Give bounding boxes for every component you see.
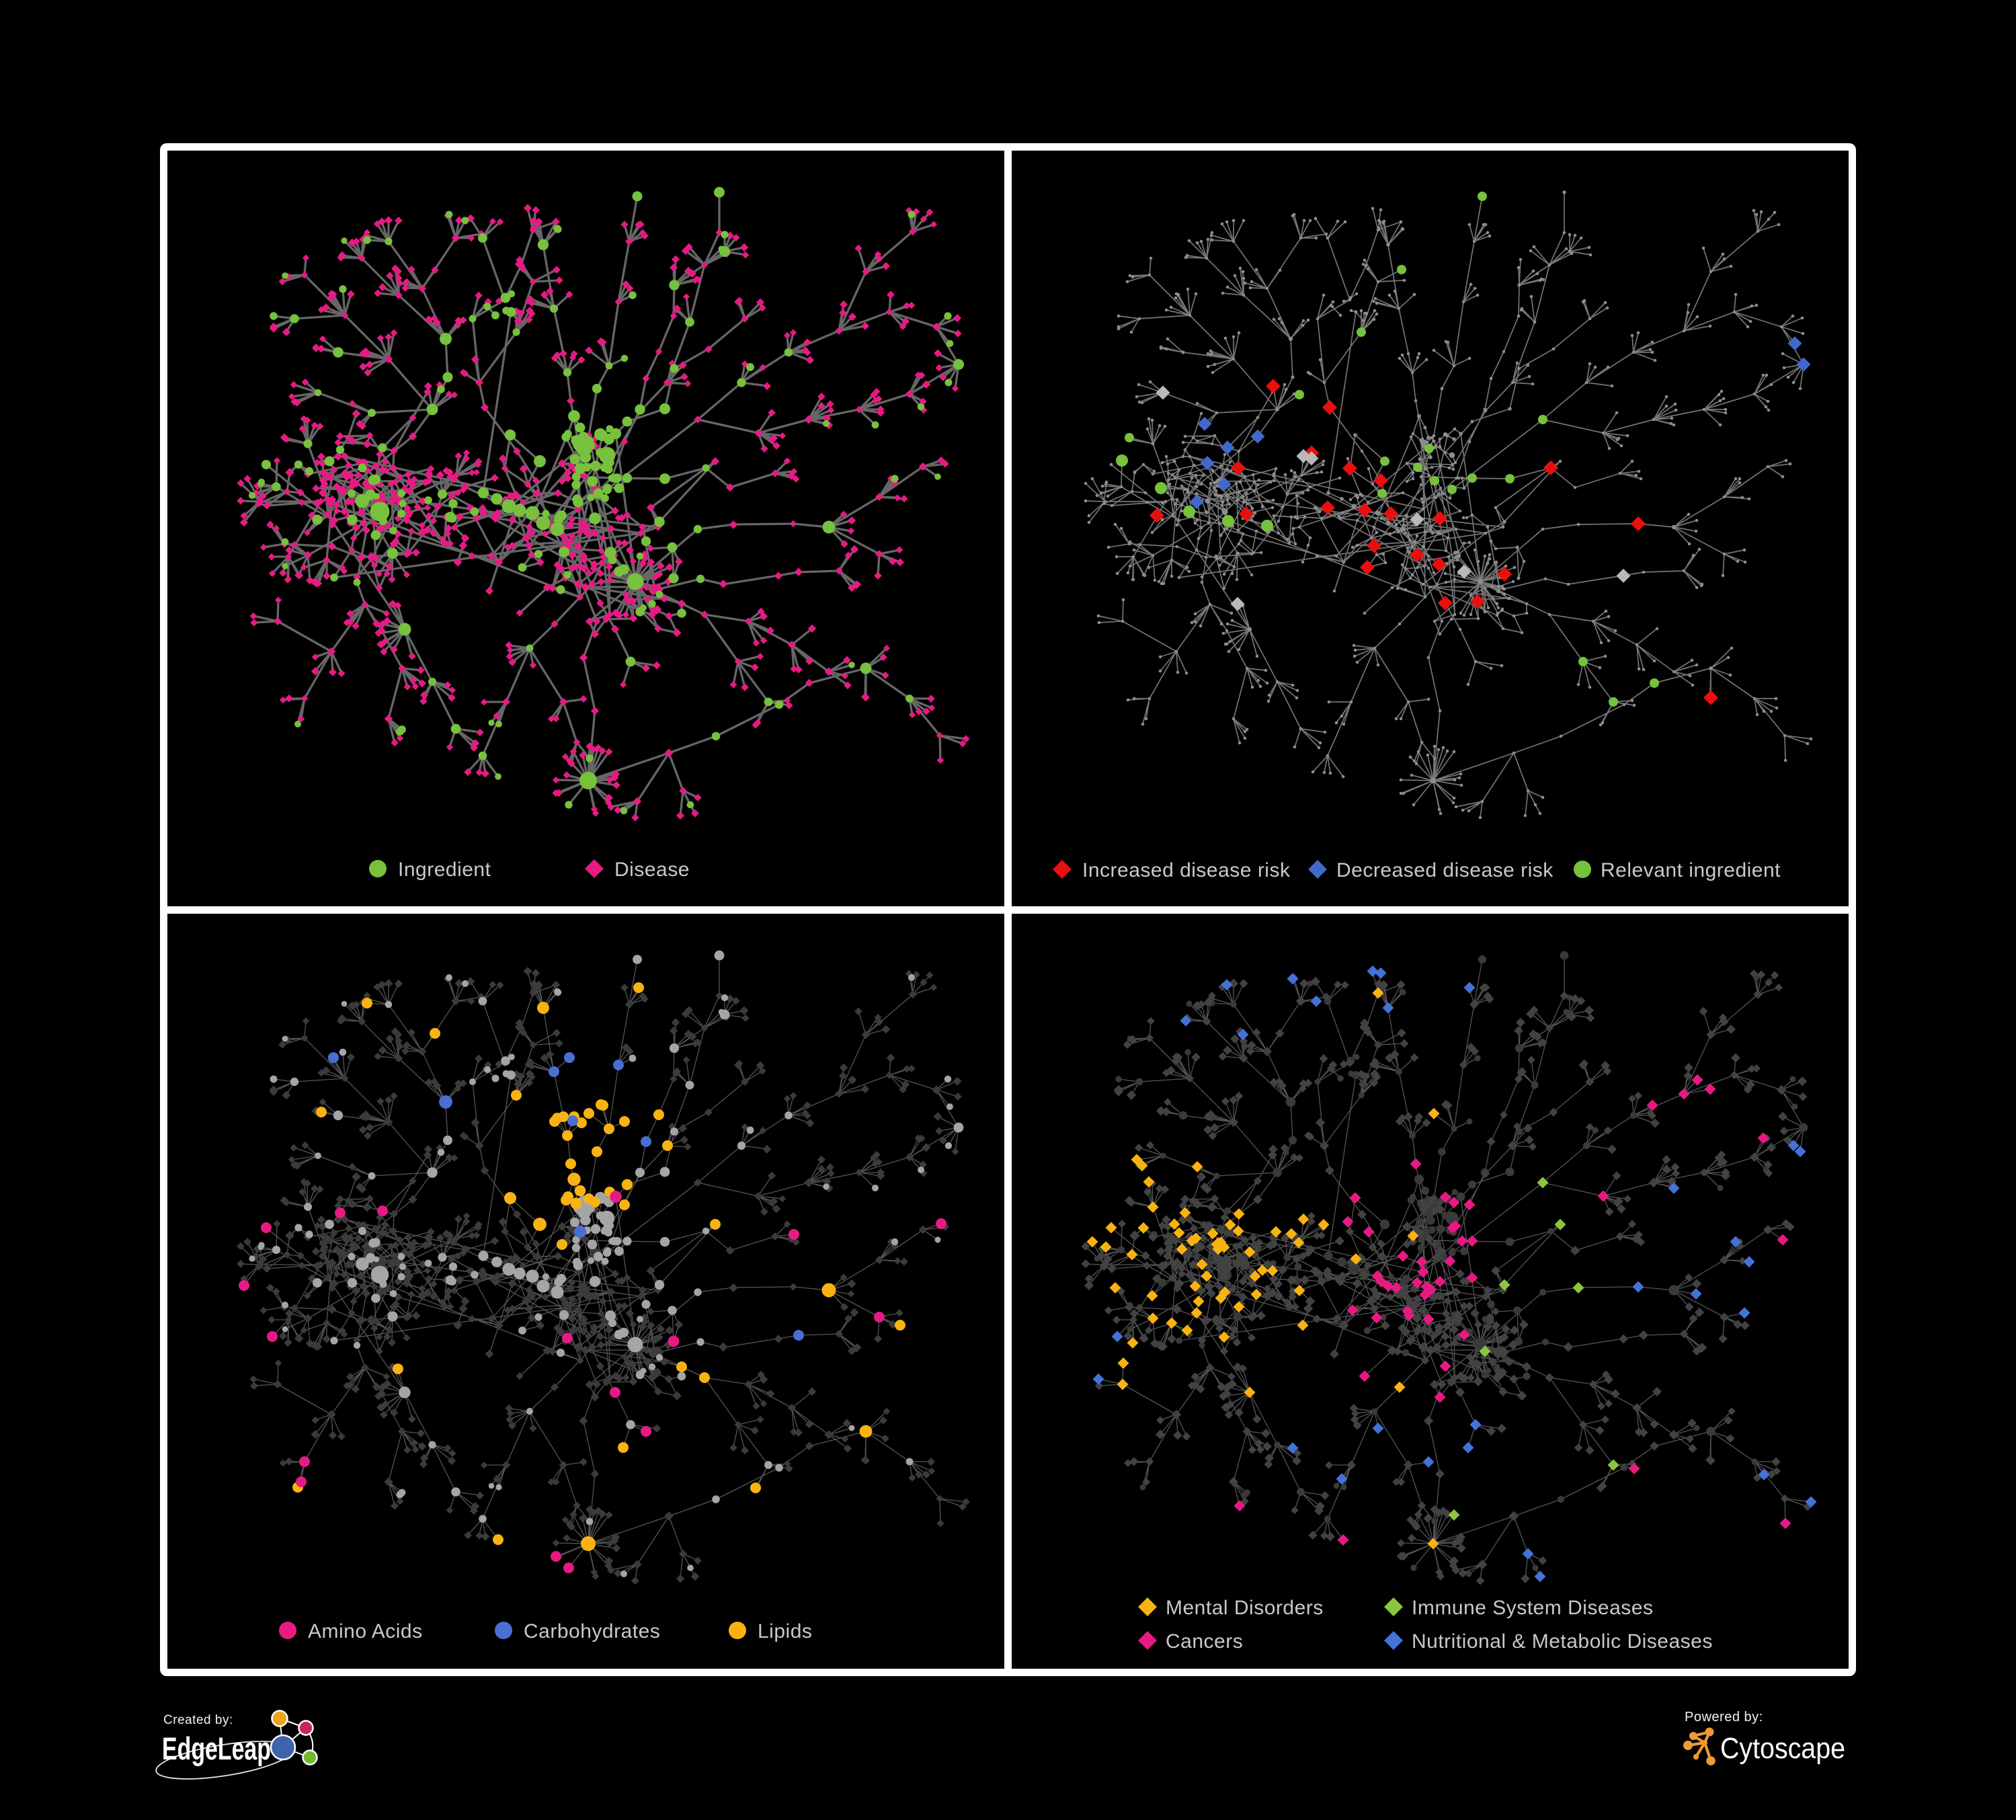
svg-text:Carbohydrates: Carbohydrates bbox=[524, 1620, 660, 1643]
svg-text:Created by:: Created by: bbox=[163, 1713, 233, 1727]
svg-text:Immune System Diseases: Immune System Diseases bbox=[1412, 1597, 1653, 1619]
svg-text:Powered by:: Powered by: bbox=[1685, 1710, 1763, 1725]
svg-text:Increased disease risk: Increased disease risk bbox=[1082, 859, 1291, 881]
svg-text:Nutritional & Metabolic Diseas: Nutritional & Metabolic Diseases bbox=[1412, 1630, 1713, 1653]
svg-text:Ingredient: Ingredient bbox=[398, 859, 491, 881]
svg-text:Disease: Disease bbox=[614, 859, 690, 881]
svg-text:Mental Disorders: Mental Disorders bbox=[1166, 1597, 1324, 1619]
svg-text:Decreased disease risk: Decreased disease risk bbox=[1336, 859, 1554, 881]
svg-text:Cytoscape: Cytoscape bbox=[1720, 1732, 1845, 1765]
svg-text:Cancers: Cancers bbox=[1166, 1630, 1243, 1653]
svg-text:Relevant ingredient: Relevant ingredient bbox=[1601, 859, 1781, 881]
svg-text:EdgeLeap: EdgeLeap bbox=[162, 1731, 271, 1766]
svg-text:Lipids: Lipids bbox=[758, 1620, 812, 1643]
svg-text:Amino Acids: Amino Acids bbox=[308, 1620, 423, 1643]
